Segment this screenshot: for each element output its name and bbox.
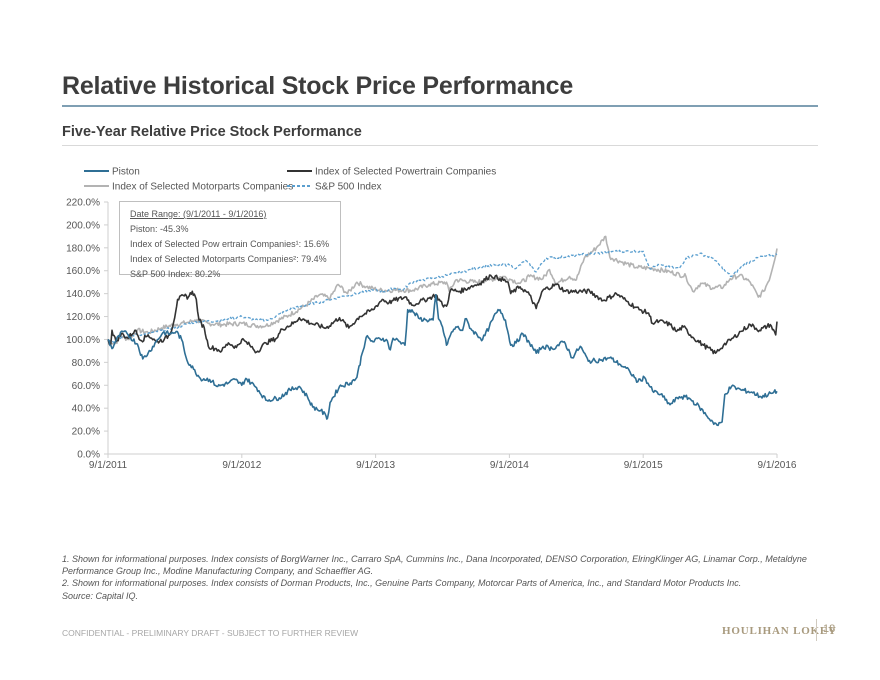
legend-item-piston: Piston xyxy=(84,167,140,178)
y-tick-label: 180.0% xyxy=(66,243,100,254)
date-range-summary-box: Date Range: (9/1/2011 - 9/1/2016) Piston… xyxy=(119,201,341,279)
y-tick-label: 200.0% xyxy=(66,220,100,231)
summary-header: Date Range: (9/1/2011 - 9/1/2016) xyxy=(130,209,267,219)
y-tick-label: 100.0% xyxy=(66,335,100,346)
legend-label: Index of Selected Motorparts Companies xyxy=(112,182,293,193)
series-line-piston xyxy=(107,294,778,427)
subtitle-divider xyxy=(62,145,818,146)
footnote-source: Source: Capital IQ. xyxy=(62,590,139,601)
summary-line-motorparts: Index of Selected Motorparts Companies²:… xyxy=(130,254,327,264)
series-line-s-p-500-index xyxy=(107,249,778,344)
summary-line-piston: Piston: -45.3% xyxy=(130,224,189,234)
y-tick-label: 40.0% xyxy=(72,404,100,415)
x-tick-label: 9/1/2016 xyxy=(758,460,797,471)
title-divider xyxy=(62,105,818,107)
series-line-index-of-selected-powertrain-companies xyxy=(107,274,778,355)
y-tick-label: 220.0% xyxy=(66,198,100,209)
legend-label: Index of Selected Powertrain Companies xyxy=(315,167,496,178)
footnote-2: 2. Shown for informational purposes. Ind… xyxy=(62,578,742,589)
x-tick-label: 9/1/2012 xyxy=(222,460,261,471)
legend: Piston Index of Selected Powertrain Compa… xyxy=(84,167,496,193)
chart-subtitle: Five-Year Relative Price Stock Performan… xyxy=(62,124,362,140)
brand-logo: HOULIHAN LOKEY xyxy=(722,625,837,637)
legend-item-index-of-selected-powertrain-companies: Index of Selected Powertrain Companies xyxy=(287,167,496,178)
x-tick-label: 9/1/2013 xyxy=(356,460,395,471)
footer-divider xyxy=(816,619,817,641)
x-tick-label: 9/1/2014 xyxy=(490,460,529,471)
y-tick-label: 20.0% xyxy=(72,427,100,438)
x-tick-label: 9/1/2015 xyxy=(624,460,663,471)
footnotes: 1. Shown for informational purposes. Ind… xyxy=(62,553,822,602)
x-tick-label: 9/1/2011 xyxy=(89,460,128,471)
y-tick-label: 0.0% xyxy=(77,450,100,461)
y-tick-label: 80.0% xyxy=(72,358,100,369)
summary-line-sp500: S&P 500 Index: 80.2% xyxy=(130,269,221,279)
page-number: 18 xyxy=(823,623,836,635)
summary-line-powertrain: Index of Selected Pow ertrain Companies¹… xyxy=(130,239,330,249)
legend-item-s-p-500-index: S&P 500 Index xyxy=(287,182,382,193)
legend-label: S&P 500 Index xyxy=(315,182,382,193)
y-tick-label: 160.0% xyxy=(66,266,100,277)
confidential-notice: CONFIDENTIAL - PRELIMINARY DRAFT - SUBJE… xyxy=(62,628,359,638)
footnote-1: 1. Shown for informational purposes. Ind… xyxy=(62,554,807,577)
legend-label: Piston xyxy=(112,167,140,178)
series-layer xyxy=(107,235,778,427)
axes: 0.0% 20.0% 40.0% 60.0% 80.0% 100.0% 120.0% 140.… xyxy=(66,198,797,472)
series-line-index-of-selected-motorparts-companies xyxy=(107,235,778,345)
legend-item-index-of-selected-motorparts-companies: Index of Selected Motorparts Companies xyxy=(84,182,293,193)
page-title: Relative Historical Stock Price Performa… xyxy=(62,72,574,100)
y-tick-label: 60.0% xyxy=(72,381,100,392)
y-tick-label: 140.0% xyxy=(66,289,100,300)
y-tick-label: 120.0% xyxy=(66,312,100,323)
